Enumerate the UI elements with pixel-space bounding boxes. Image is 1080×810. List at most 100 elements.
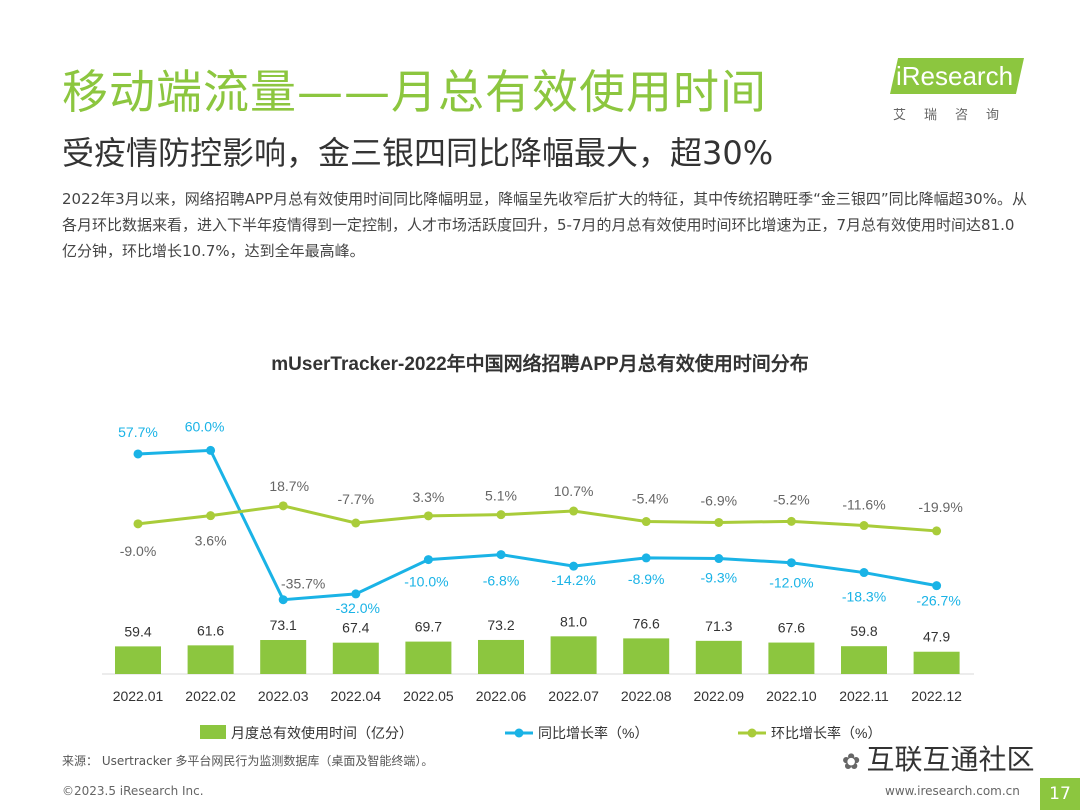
legend-bar-swatch [200, 725, 226, 739]
bar-2022.02 [187, 645, 234, 674]
mom-label: 3.3% [412, 489, 444, 505]
bar-2022.06 [478, 639, 524, 674]
x-tick-label: 2022.09 [693, 688, 744, 704]
x-tick-label: 2022.12 [911, 688, 962, 704]
logo-subtitle: 艾瑞咨询 [893, 108, 1018, 123]
yoy-point [133, 449, 143, 459]
x-tick-label: 2022.01 [113, 688, 164, 704]
mom-point [641, 517, 651, 527]
copyright: ©2023.5 iResearch Inc. [62, 784, 204, 798]
mom-label: 10.7% [554, 483, 594, 499]
x-tick-label: 2022.02 [185, 688, 236, 704]
page-title: 移动端流量——月总有效使用时间 [62, 65, 767, 119]
yoy-label: 57.7% [118, 424, 158, 440]
mom-label: 18.7% [269, 478, 309, 494]
yoy-line [137, 448, 937, 602]
watermark-text: 互联互通社区 [866, 743, 1035, 776]
mom-label: -9.0% [120, 543, 157, 559]
mom-label: -11.6% [842, 497, 885, 513]
description-paragraph: 2022年3月以来，网络招聘APP月总有效使用时间同比降幅明显，降幅呈先收窄后扩… [62, 190, 1027, 260]
mom-point [206, 511, 216, 521]
yoy-label: -6.8% [483, 573, 520, 589]
mom-point [786, 516, 796, 526]
bar-2022.10 [768, 642, 815, 674]
x-tick-label: 2022.03 [258, 688, 309, 704]
mom-point [714, 517, 724, 527]
x-tick-label: 2022.08 [621, 688, 672, 704]
bar-2022.11 [841, 646, 887, 674]
x-tick-label: 2022.06 [476, 688, 527, 704]
yoy-label: -26.7% [916, 593, 960, 609]
mom-point [423, 511, 433, 521]
yoy-point [423, 555, 433, 565]
yoy-label: -10.0% [404, 574, 448, 590]
yoy-label: -12.0% [769, 575, 813, 591]
mom-point [133, 519, 143, 529]
mom-point [278, 501, 288, 511]
bar-label: 59.4 [124, 623, 151, 639]
bar-label: 61.6 [197, 622, 224, 638]
bar-label: 73.1 [270, 617, 297, 633]
yoy-point [206, 445, 216, 455]
legend-yoy-marker [514, 728, 524, 738]
bar-2022.04 [332, 642, 379, 674]
mom-label: -6.9% [701, 492, 738, 508]
x-tick-label: 2022.04 [330, 688, 381, 704]
mom-label: 3.6% [195, 533, 227, 549]
bar-2022.01 [115, 646, 161, 674]
yoy-label: -9.3% [701, 570, 738, 586]
legend-mom-label: 环比增长率（%） [771, 725, 881, 741]
watermark: ✿ 互联互通社区 [842, 738, 1034, 778]
yoy-point [569, 561, 579, 571]
yoy-point [859, 568, 869, 578]
yoy-point [641, 553, 651, 563]
iresearch-logo: iResearch [890, 58, 1025, 98]
bar-2022.12 [913, 651, 960, 674]
yoy-label: -18.3% [842, 589, 886, 605]
bar-label: 71.3 [705, 618, 732, 634]
yoy-point [496, 550, 506, 560]
yoy-point [714, 554, 724, 564]
yoy-point [351, 589, 361, 599]
usage-time-chart: mUserTracker-2022年中国网络招聘APP月总有效使用时间分布 59… [102, 352, 974, 741]
mom-label: 5.1% [485, 488, 517, 504]
bar-label: 76.6 [633, 615, 660, 631]
mom-line [137, 504, 937, 533]
bar-label: 47.9 [923, 629, 950, 645]
bar-label: 73.2 [487, 617, 514, 633]
legend-yoy-label: 同比增长率（%） [538, 725, 648, 741]
mom-point [932, 526, 942, 536]
site-url: www.iresearch.com.cn [885, 784, 1020, 798]
yoy-point [786, 558, 796, 568]
mom-point [569, 506, 579, 516]
chart-title: mUserTracker-2022年中国网络招聘APP月总有效使用时间分布 [271, 352, 808, 375]
yoy-label: -32.0% [336, 600, 380, 616]
mom-point [496, 510, 506, 520]
bar-label: 67.4 [342, 620, 369, 636]
mom-label: -5.2% [773, 491, 810, 507]
mom-label: -19.9% [918, 499, 962, 515]
bar-label: 81.0 [560, 613, 587, 629]
yoy-label: 60.0% [185, 418, 225, 434]
bar-label: 59.8 [850, 623, 877, 639]
mom-point [351, 518, 361, 528]
mom-label: -7.7% [338, 491, 375, 507]
x-tick-label: 2022.05 [403, 688, 454, 704]
legend-bar-label: 月度总有效使用时间（亿分） [231, 725, 413, 741]
bar-2022.03 [260, 640, 307, 674]
mom-label: -5.4% [632, 491, 669, 507]
yoy-label: -14.2% [551, 572, 595, 588]
source-note: 来源： Usertracker 多平台网民行为监测数据库（桌面及智能终端）。 [62, 754, 434, 768]
bar-2022.07 [550, 636, 597, 674]
logo-wordmark: iResearch [890, 58, 1024, 94]
bar-label: 69.7 [415, 619, 442, 635]
page-subtitle: 受疫情防控影响，金三银四同比降幅最大，超30% [62, 134, 774, 172]
bar-2022.08 [623, 638, 670, 674]
yoy-label: -35.7% [281, 576, 325, 592]
bar-2022.09 [695, 640, 742, 674]
wechat-icon: ✿ [842, 750, 861, 775]
legend-mom-marker [747, 728, 757, 738]
x-tick-label: 2022.07 [548, 688, 599, 704]
bar-2022.05 [405, 641, 452, 674]
yoy-point [278, 595, 288, 605]
